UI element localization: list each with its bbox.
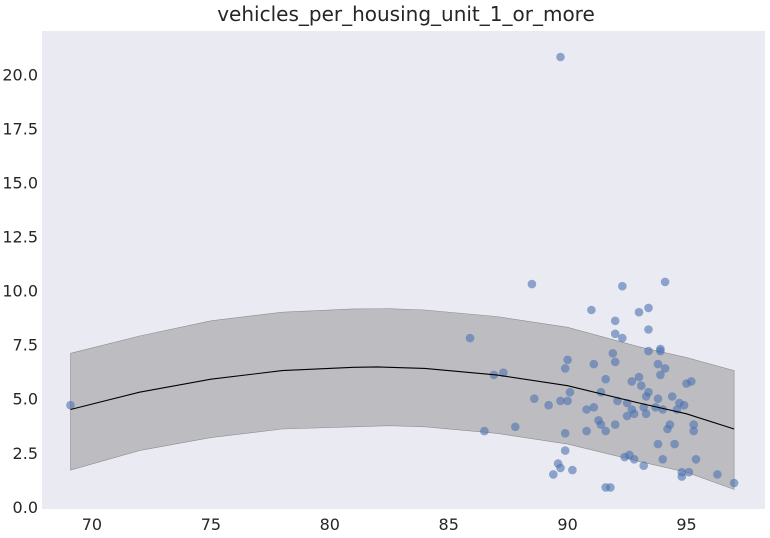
scatter-points-layer <box>66 52 739 492</box>
scatter-point <box>556 396 565 406</box>
scatter-point <box>644 303 653 313</box>
scatter-point <box>596 387 606 397</box>
scatter-point <box>641 409 651 419</box>
scatter-point <box>658 455 667 464</box>
scatter-point <box>601 374 610 384</box>
scatter-point <box>610 329 620 339</box>
scatter-point <box>530 394 539 404</box>
scatter-point <box>637 381 646 391</box>
scatter-point <box>639 461 648 471</box>
x-tick-label: 75 <box>201 515 221 534</box>
scatter-point <box>729 478 739 488</box>
y-tick-label: 20.0 <box>2 65 38 84</box>
scatter-point <box>560 446 570 455</box>
scatter-point <box>610 420 620 429</box>
scatter-point <box>610 357 620 367</box>
scatter-point <box>653 439 663 449</box>
confidence-band-layer <box>70 308 735 490</box>
x-tick-label: 70 <box>82 515 102 534</box>
scatter-point <box>549 470 558 479</box>
scatter-point <box>665 420 675 429</box>
y-tick-label: 7.5 <box>13 336 38 355</box>
scatter-point <box>601 426 610 436</box>
x-axis-ticks: 70 75 80 85 90 95 <box>82 515 697 534</box>
scatter-point <box>556 52 565 62</box>
y-tick-label: 17.5 <box>2 119 38 138</box>
scatter-point <box>653 359 663 369</box>
scatter-point <box>656 346 665 356</box>
x-tick-label: 85 <box>439 515 459 534</box>
scatter-point <box>656 370 665 380</box>
scatter-point <box>499 368 508 378</box>
scatter-point <box>684 467 694 477</box>
scatter-point <box>527 279 537 289</box>
scatter-point <box>644 346 653 356</box>
x-tick-label: 90 <box>557 515 577 534</box>
scatter-point <box>608 349 618 358</box>
scatter-point <box>582 426 591 436</box>
scatter-point <box>618 333 627 343</box>
scatter-point <box>653 394 663 404</box>
scatter-point <box>589 359 599 369</box>
scatter-point <box>627 377 637 386</box>
scatter-point <box>556 463 565 473</box>
fit-line <box>70 366 735 430</box>
scatter-point <box>634 307 644 317</box>
scatter-point <box>622 411 632 421</box>
scatter-point <box>596 420 606 429</box>
y-tick-label: 10.0 <box>2 282 38 301</box>
scatter-point <box>691 455 701 464</box>
chart-title: vehicles_per_housing_unit_1_or_more <box>217 2 595 26</box>
scatter-point <box>639 403 648 412</box>
y-tick-label: 0.0 <box>13 498 38 517</box>
scatter-point <box>511 422 520 432</box>
scatter-point <box>677 467 687 477</box>
scatter-point <box>644 325 653 334</box>
scatter-point <box>634 372 644 382</box>
scatter-point <box>687 377 696 386</box>
scatter-point <box>544 400 553 410</box>
y-tick-label: 2.5 <box>13 444 38 463</box>
scatter-point <box>670 439 679 449</box>
scatter-point <box>660 277 670 287</box>
scatter-point <box>606 483 615 492</box>
y-tick-label: 12.5 <box>2 228 38 247</box>
scatter-point <box>644 387 653 397</box>
scatter-point <box>713 470 722 479</box>
scatter-point <box>629 455 639 464</box>
scatter-point <box>689 420 698 429</box>
scatter-point <box>589 403 599 412</box>
scatter-point <box>667 392 677 401</box>
scatter-point <box>610 316 620 326</box>
scatter-point <box>560 429 570 438</box>
scatter-point <box>568 465 577 475</box>
y-tick-label: 5.0 <box>13 390 38 409</box>
scatter-point <box>582 405 591 414</box>
y-axis-ticks: 0.0 2.5 5.0 7.5 10.0 12.5 15.0 17.5 20.0 <box>2 65 38 517</box>
scatter-point <box>660 364 670 373</box>
confidence-band <box>70 308 735 490</box>
scatter-point <box>587 305 596 315</box>
scatter-point <box>563 396 572 406</box>
y-tick-label: 15.0 <box>2 173 38 192</box>
scatter-point <box>629 409 639 419</box>
scatter-point <box>565 387 575 397</box>
scatter-point <box>480 426 489 436</box>
scatter-point <box>560 364 570 373</box>
scatter-point <box>66 400 75 410</box>
scatter-point <box>689 426 698 436</box>
x-tick-label: 95 <box>676 515 696 534</box>
scatter-point <box>563 355 572 365</box>
scatter-point <box>679 400 689 410</box>
scatter-point <box>618 281 627 291</box>
x-tick-label: 80 <box>320 515 340 534</box>
scatter-point <box>465 333 475 343</box>
fit-line-layer <box>70 366 735 430</box>
